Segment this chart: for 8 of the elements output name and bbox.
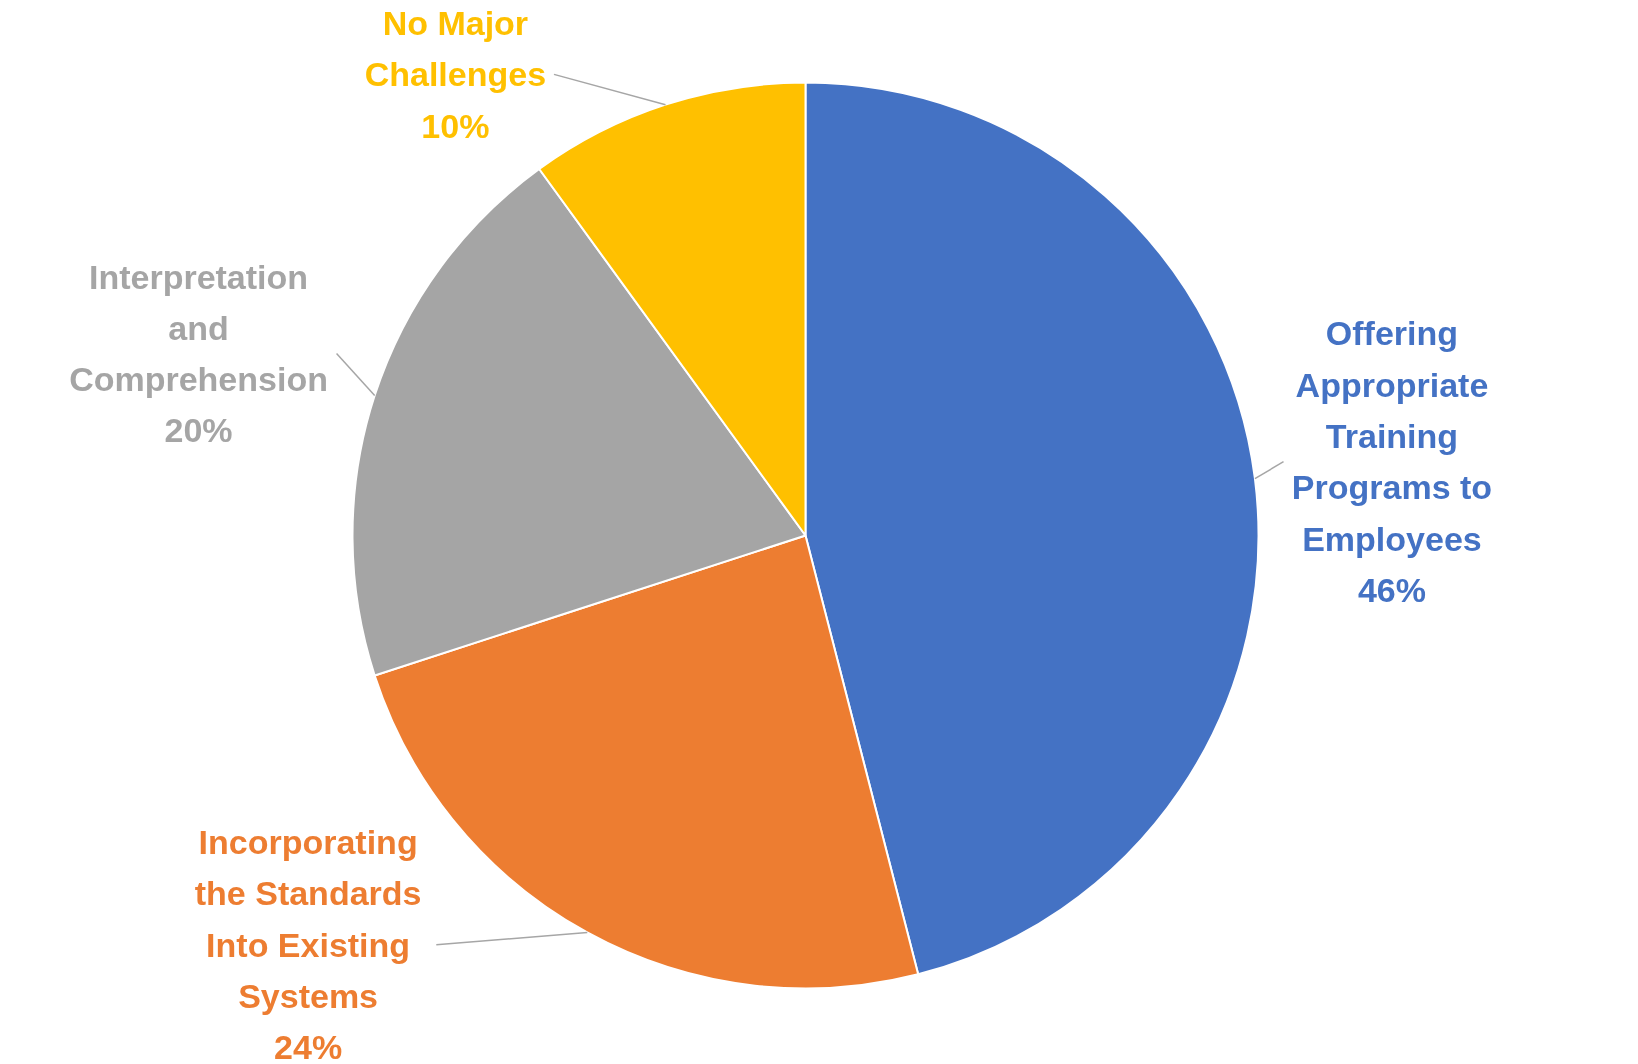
slice-label: Incorporating the Standards Into Existing Systems: [194, 823, 422, 1016]
data-label: 10%: [421, 106, 490, 145]
data-label: 24%: [274, 1028, 343, 1064]
slice-label: Offering Appropriate Training Programs to Employees: [1291, 314, 1493, 558]
data-label: 20%: [164, 411, 233, 450]
slice-label: Interpretation and Comprehension: [69, 257, 328, 399]
slice-label: No Major Challenges: [364, 4, 547, 94]
data-label: 46%: [1357, 570, 1426, 609]
